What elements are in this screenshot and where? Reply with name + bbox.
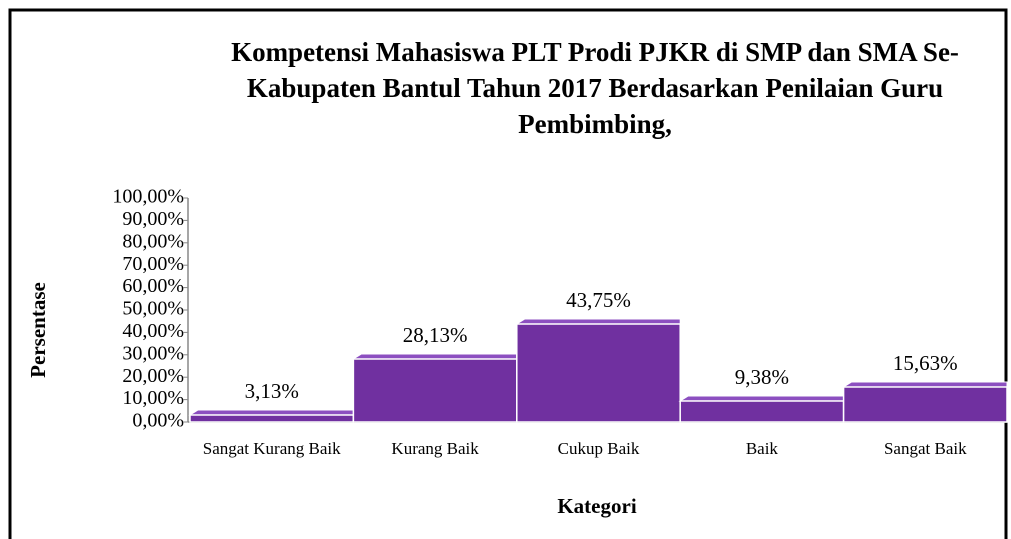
- y-tick-label: 90,00%: [122, 208, 184, 230]
- x-tick-label: Sangat Kurang Baik: [202, 439, 341, 458]
- value-label: 3,13%: [245, 379, 299, 403]
- y-tick-label: 60,00%: [122, 275, 184, 297]
- bar: [842, 386, 1008, 423]
- y-tick-label: 70,00%: [122, 253, 184, 275]
- y-tick-label: 80,00%: [122, 230, 184, 252]
- y-axis-label: Persentase: [26, 282, 50, 378]
- x-tick-label: Sangat Baik: [883, 439, 967, 458]
- bar: [189, 414, 355, 423]
- x-tick-label: Baik: [745, 439, 778, 458]
- x-tick-label: Kurang Baik: [391, 439, 479, 458]
- y-tick-label: 20,00%: [122, 365, 184, 387]
- x-tick-label: Cukup Baik: [557, 439, 640, 458]
- y-tick-label: 50,00%: [122, 298, 184, 320]
- value-label: 9,38%: [735, 365, 789, 389]
- bar: [679, 400, 845, 423]
- y-tick-label: 40,00%: [122, 320, 184, 342]
- chart-title: Kompetensi Mahasiswa PLT Prodi PJKR di S…: [231, 37, 959, 139]
- value-label: 28,13%: [403, 323, 468, 347]
- y-tick-label: 0,00%: [132, 410, 184, 432]
- value-label: 15,63%: [893, 351, 958, 375]
- y-tick-label: 100,00%: [112, 186, 184, 208]
- bar: [516, 323, 681, 423]
- y-tick-label: 30,00%: [122, 342, 184, 364]
- y-tick-label: 10,00%: [122, 387, 184, 409]
- frame: [8, 8, 1008, 539]
- bar: [352, 358, 518, 423]
- x-axis-label: Kategori: [557, 494, 636, 518]
- value-label: 43,75%: [566, 288, 631, 312]
